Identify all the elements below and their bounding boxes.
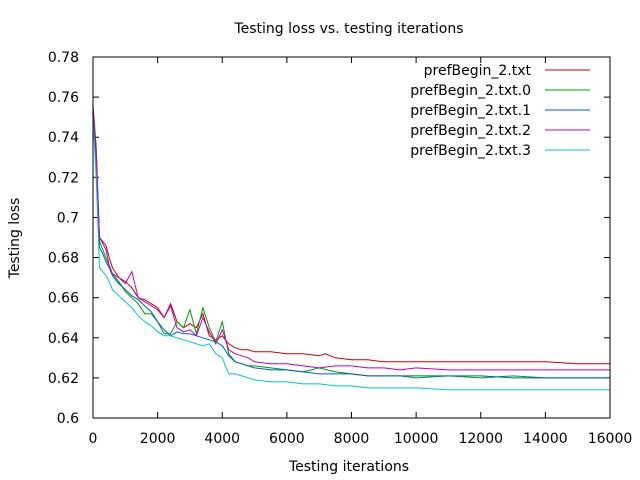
x-tick-label: 16000 xyxy=(588,431,633,447)
x-tick-label: 14000 xyxy=(523,431,568,447)
y-tick-label: 0.74 xyxy=(48,130,79,146)
x-tick-label: 8000 xyxy=(334,431,370,447)
y-tick-label: 0.7 xyxy=(57,210,79,226)
series-line xyxy=(92,105,610,365)
plot-frame xyxy=(92,56,611,419)
legend-label: prefBegin_2.txt.3 xyxy=(410,143,531,159)
legend-label: prefBegin_2.txt.0 xyxy=(410,83,531,99)
y-tick-label: 0.78 xyxy=(48,50,79,66)
series-line xyxy=(92,113,610,379)
series-line xyxy=(92,111,610,371)
x-axis-label: Testing iterations xyxy=(288,459,409,475)
y-tick-label: 0.64 xyxy=(48,331,79,347)
y-tick-label: 0.72 xyxy=(48,170,79,186)
x-tick-label: 10000 xyxy=(394,431,439,447)
series-lines xyxy=(92,105,610,391)
y-tick-label: 0.6 xyxy=(57,411,79,427)
chart-title: Testing loss vs. testing iterations xyxy=(233,21,463,37)
legend-label: prefBegin_2.txt.1 xyxy=(410,103,531,119)
series-line xyxy=(92,109,610,379)
legend-label: prefBegin_2.txt xyxy=(424,63,532,79)
legend: prefBegin_2.txt prefBegin_2.txt.0 prefBegi… xyxy=(410,63,590,159)
legend-label: prefBegin_2.txt.2 xyxy=(410,123,531,139)
y-tick-label: 0.68 xyxy=(48,251,79,267)
x-tick-label: 4000 xyxy=(204,431,240,447)
series-line xyxy=(92,117,610,391)
y-tick-label: 0.76 xyxy=(48,90,79,106)
x-tick-label: 0 xyxy=(89,431,98,447)
y-tick-label: 0.66 xyxy=(48,291,79,307)
y-tick-label: 0.62 xyxy=(48,371,79,387)
x-tick-label: 2000 xyxy=(140,431,176,447)
x-tick-label: 6000 xyxy=(269,431,305,447)
y-axis-label: Testing loss xyxy=(7,198,23,280)
x-tick-label: 12000 xyxy=(458,431,503,447)
axis-ticks: 0 2000 4000 6000 8000 10000 12000 14000 16000 0.6… xyxy=(48,50,632,447)
